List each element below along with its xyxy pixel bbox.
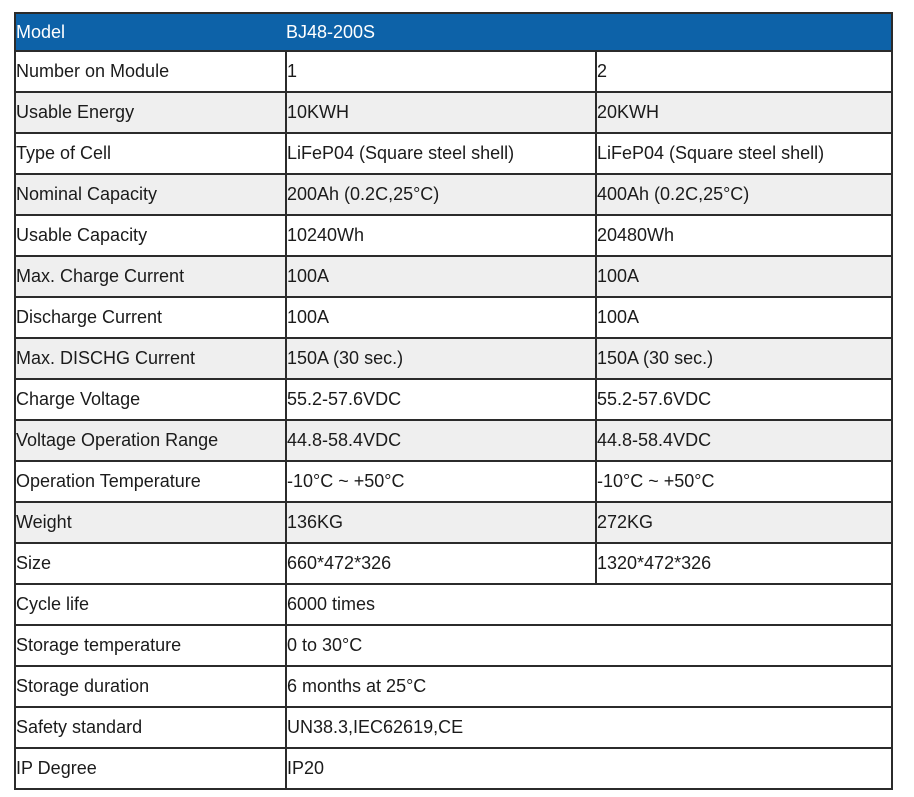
row-value-module2: 400Ah (0.2C,25°C) [595, 173, 893, 216]
row-label: Discharge Current [14, 296, 287, 339]
row-value-shared: 6 months at 25°C [285, 665, 893, 708]
table-row: Max. Charge Current 100A 100A [14, 255, 893, 298]
row-value-module1: 150A (30 sec.) [285, 337, 597, 380]
row-value-module1: 100A [285, 296, 597, 339]
row-value-module2: 20KWH [595, 91, 893, 134]
battery-spec-sheet: Model BJ48-200S Number on Module 1 2 Usa… [14, 12, 893, 790]
row-value-module2: 44.8-58.4VDC [595, 419, 893, 462]
row-value-module1: 1 [285, 50, 597, 93]
row-value-module1: 100A [285, 255, 597, 298]
row-label: Operation Temperature [14, 460, 287, 503]
row-value-module2: 100A [595, 296, 893, 339]
row-label: Cycle life [14, 583, 287, 626]
row-value-module2: 1320*472*326 [595, 542, 893, 585]
row-value-module1: 10240Wh [285, 214, 597, 257]
row-value-module2: 55.2-57.6VDC [595, 378, 893, 421]
model-header-label: Model [14, 12, 286, 52]
table-row: IP Degree IP20 [14, 747, 893, 790]
row-value-module1: 200Ah (0.2C,25°C) [285, 173, 597, 216]
battery-spec-table: Model BJ48-200S Number on Module 1 2 Usa… [14, 12, 893, 790]
table-row: Storage duration 6 months at 25°C [14, 665, 893, 708]
table-row: Nominal Capacity 200Ah (0.2C,25°C) 400Ah… [14, 173, 893, 216]
row-value-module2: 20480Wh [595, 214, 893, 257]
model-header-value: BJ48-200S [286, 12, 893, 52]
row-value-shared: 0 to 30°C [285, 624, 893, 667]
row-value-module1: -10°C ~ +50°C [285, 460, 597, 503]
row-label: Type of Cell [14, 132, 287, 175]
table-row: Number on Module 1 2 [14, 50, 893, 93]
table-row: Usable Capacity 10240Wh 20480Wh [14, 214, 893, 257]
row-label: Storage temperature [14, 624, 287, 667]
table-row: Operation Temperature -10°C ~ +50°C -10°… [14, 460, 893, 503]
row-label: Storage duration [14, 665, 287, 708]
row-value-shared: 6000 times [285, 583, 893, 626]
row-value-module1: 55.2-57.6VDC [285, 378, 597, 421]
row-label: Number on Module [14, 50, 287, 93]
table-row: Type of Cell LiFeP04 (Square steel shell… [14, 132, 893, 175]
row-label: Safety standard [14, 706, 287, 749]
row-label: Max. DISCHG Current [14, 337, 287, 380]
table-row: Cycle life 6000 times [14, 583, 893, 626]
row-value-shared: IP20 [285, 747, 893, 790]
table-row: Weight 136KG 272KG [14, 501, 893, 544]
table-row: Usable Energy 10KWH 20KWH [14, 91, 893, 134]
row-value-module1: 136KG [285, 501, 597, 544]
row-label: Usable Energy [14, 91, 287, 134]
row-value-module2: 2 [595, 50, 893, 93]
table-header-row: Model BJ48-200S [14, 12, 893, 52]
table-row: Safety standard UN38.3,IEC62619,CE [14, 706, 893, 749]
table-row: Size 660*472*326 1320*472*326 [14, 542, 893, 585]
row-label: Nominal Capacity [14, 173, 287, 216]
row-value-module2: 150A (30 sec.) [595, 337, 893, 380]
table-row: Voltage Operation Range 44.8-58.4VDC 44.… [14, 419, 893, 462]
row-value-module2: 100A [595, 255, 893, 298]
row-label: IP Degree [14, 747, 287, 790]
row-label: Size [14, 542, 287, 585]
row-value-module2: LiFeP04 (Square steel shell) [595, 132, 893, 175]
row-value-module2: -10°C ~ +50°C [595, 460, 893, 503]
row-label: Weight [14, 501, 287, 544]
row-value-module1: LiFeP04 (Square steel shell) [285, 132, 597, 175]
row-label: Voltage Operation Range [14, 419, 287, 462]
row-value-shared: UN38.3,IEC62619,CE [285, 706, 893, 749]
row-value-module1: 660*472*326 [285, 542, 597, 585]
row-value-module1: 44.8-58.4VDC [285, 419, 597, 462]
row-label: Charge Voltage [14, 378, 287, 421]
table-row: Max. DISCHG Current 150A (30 sec.) 150A … [14, 337, 893, 380]
table-row: Discharge Current 100A 100A [14, 296, 893, 339]
row-label: Max. Charge Current [14, 255, 287, 298]
row-label: Usable Capacity [14, 214, 287, 257]
row-value-module1: 10KWH [285, 91, 597, 134]
row-value-module2: 272KG [595, 501, 893, 544]
table-row: Charge Voltage 55.2-57.6VDC 55.2-57.6VDC [14, 378, 893, 421]
table-row: Storage temperature 0 to 30°C [14, 624, 893, 667]
